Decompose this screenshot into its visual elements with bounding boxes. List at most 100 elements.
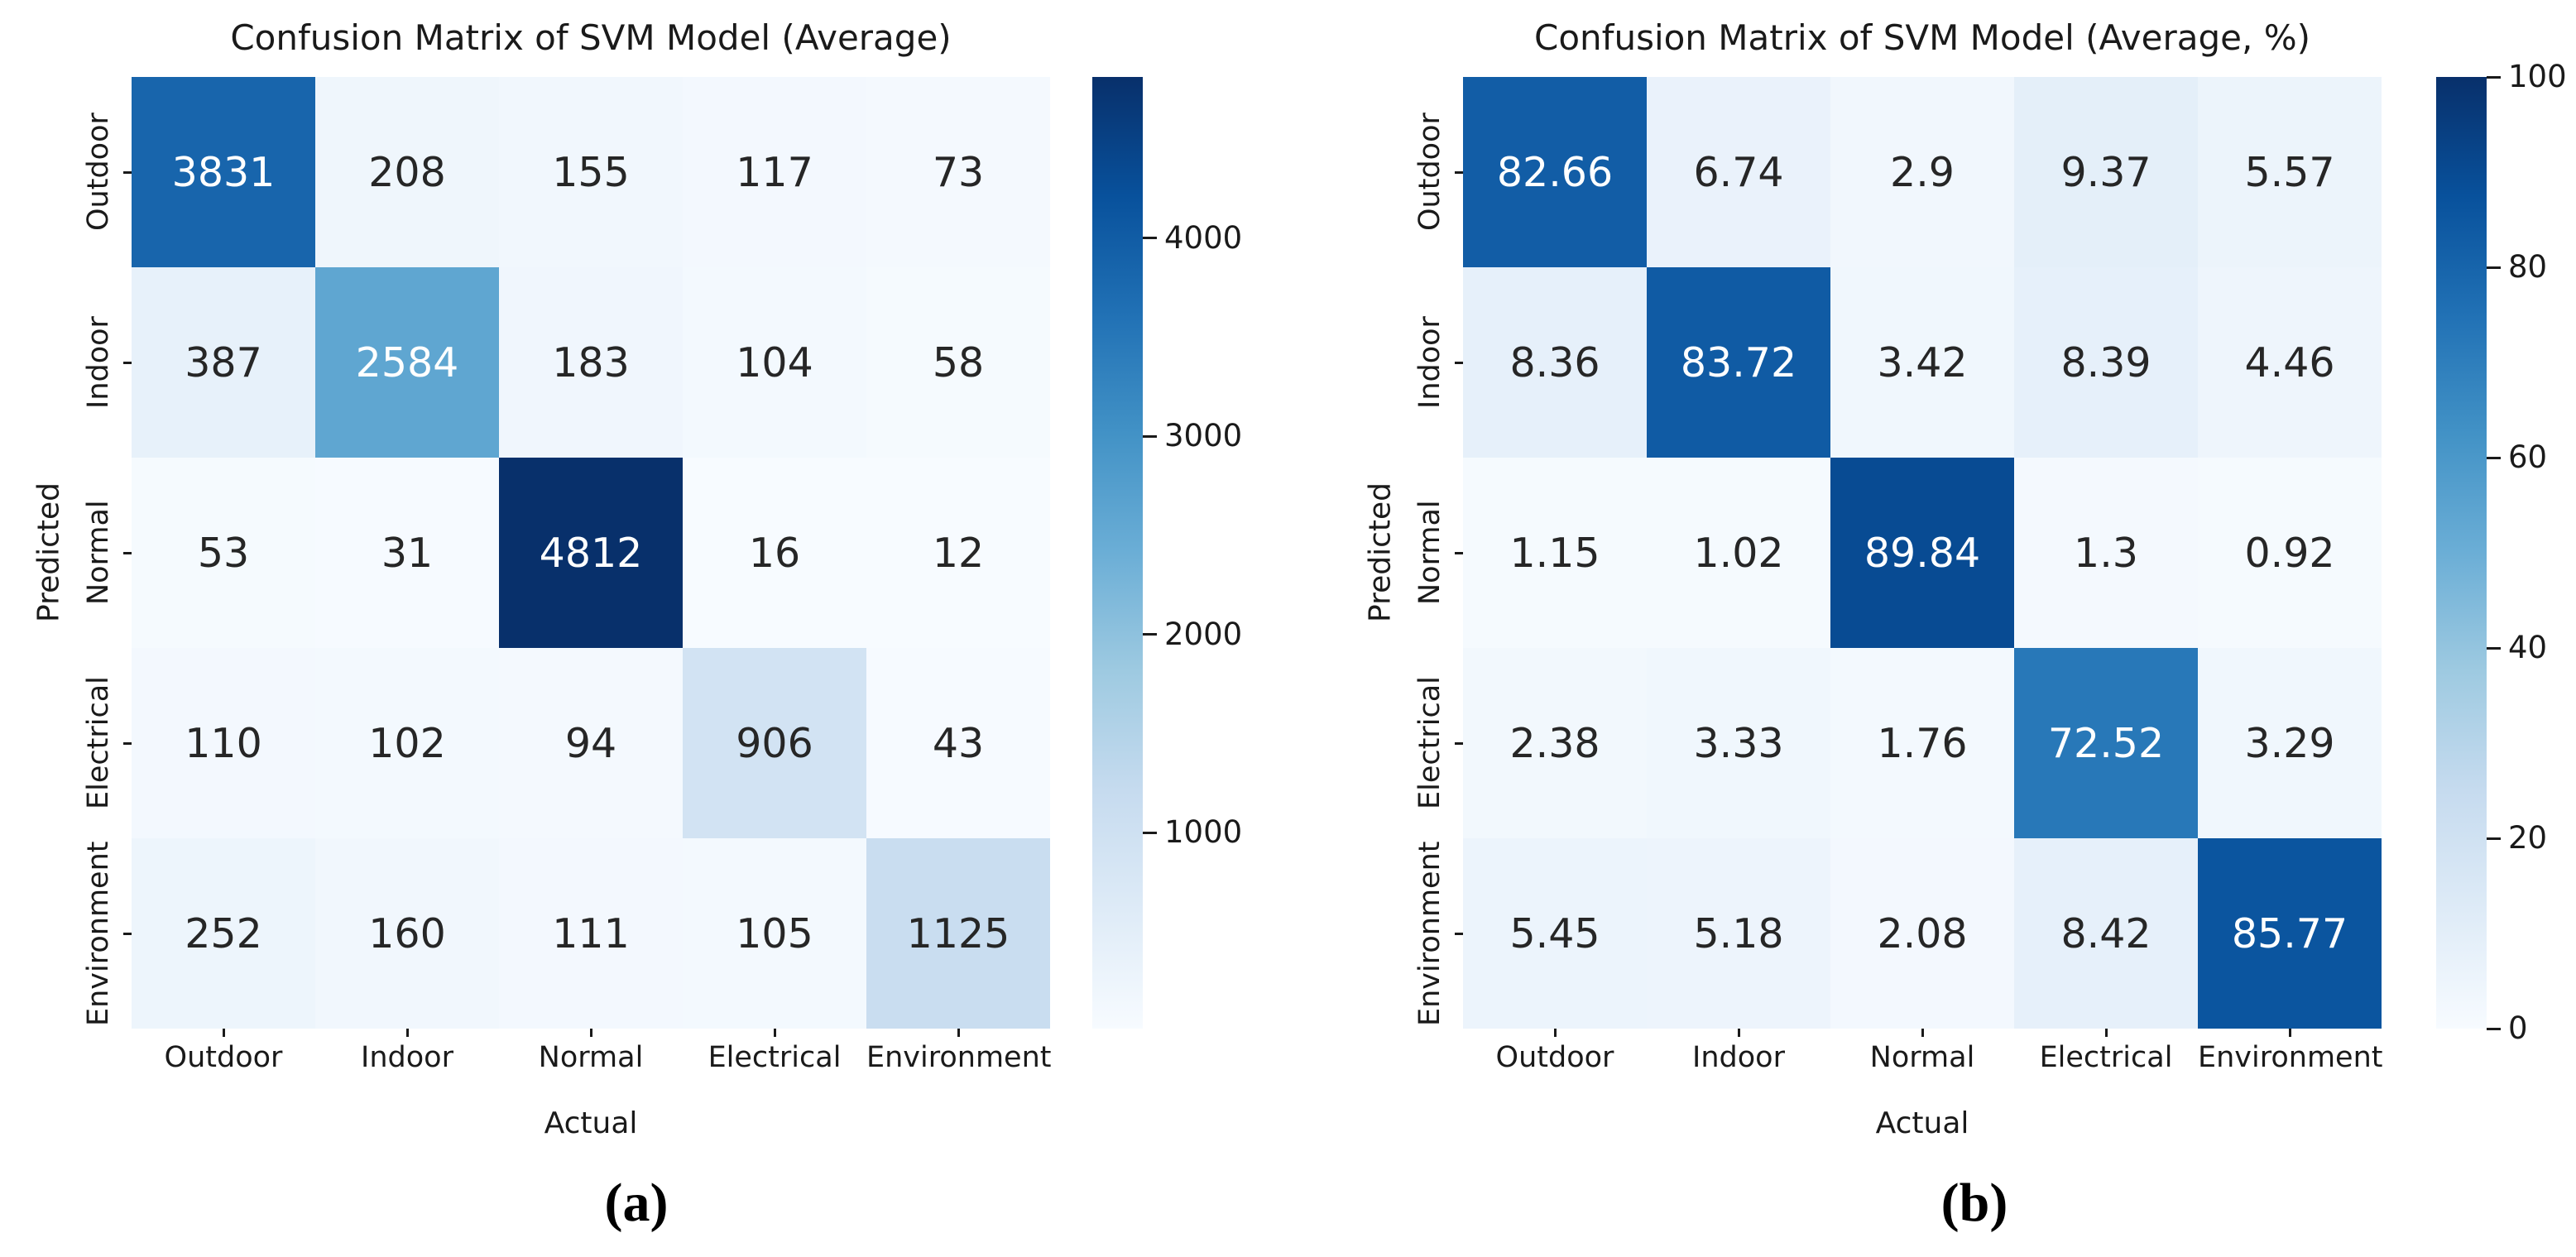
heatmap-cell: 8.42 xyxy=(2014,838,2198,1029)
heatmap-cell: 0.92 xyxy=(2198,458,2382,648)
x-tick-mark xyxy=(222,1029,225,1037)
heatmap-cell: 89.84 xyxy=(1830,458,2014,648)
y-tick-mark xyxy=(123,361,132,364)
colorbar-tick-label: 1000 xyxy=(1164,814,1243,851)
heatmap-cell: 1.02 xyxy=(1647,458,1830,648)
x-tick-mark xyxy=(1737,1029,1740,1037)
colorbar-tick-label: 40 xyxy=(2508,630,2548,665)
y-tick-mark xyxy=(1455,932,1463,935)
colorbar-tick-mark xyxy=(1143,237,1157,240)
panel-b-xlabel: Actual xyxy=(1875,1106,1969,1140)
heatmap-cell: 111 xyxy=(499,838,683,1029)
colorbar-tick-label: 3000 xyxy=(1164,418,1243,454)
heatmap-cell: 906 xyxy=(683,648,866,838)
heatmap-cell: 94 xyxy=(499,648,683,838)
heatmap-cell: 12 xyxy=(866,458,1050,648)
x-tick-mark xyxy=(405,1029,409,1037)
heatmap-cell: 2.9 xyxy=(1830,77,2014,267)
heatmap-cell: 208 xyxy=(315,77,499,267)
heatmap-cell: 3.42 xyxy=(1830,267,2014,458)
heatmap-cell: 2584 xyxy=(315,267,499,458)
x-tick-mark xyxy=(2104,1029,2108,1037)
col-tick-label: Environment xyxy=(2198,1041,2383,1074)
colorbar-tick-mark xyxy=(2487,456,2501,459)
heatmap-cell: 58 xyxy=(866,267,1050,458)
colorbar-tick-label: 100 xyxy=(2508,59,2567,94)
y-tick-mark xyxy=(1455,170,1463,174)
heatmap-cell: 53 xyxy=(132,458,315,648)
colorbar-tick-mark xyxy=(1143,434,1157,438)
heatmap-cell: 5.57 xyxy=(2198,77,2382,267)
row-tick-label: Environment xyxy=(1413,841,1446,1026)
x-tick-mark xyxy=(957,1029,960,1037)
heatmap-cell: 16 xyxy=(683,458,866,648)
panel-a-caption: (a) xyxy=(604,1173,669,1233)
heatmap-cell: 183 xyxy=(499,267,683,458)
y-tick-mark xyxy=(123,741,132,745)
heatmap-cell: 1.76 xyxy=(1830,648,2014,838)
col-tick-label: Electrical xyxy=(708,1041,842,1074)
row-tick-label: Electrical xyxy=(1413,676,1446,810)
colorbar-tick-label: 4000 xyxy=(1164,219,1243,256)
colorbar-tick-mark xyxy=(2487,646,2501,650)
heatmap-cell: 387 xyxy=(132,267,315,458)
y-tick-mark xyxy=(1455,551,1463,554)
colorbar-tick-mark xyxy=(2487,837,2501,840)
panel-b-ylabel: Predicted xyxy=(1363,482,1398,623)
heatmap-cell: 117 xyxy=(683,77,866,267)
heatmap-cell: 105 xyxy=(683,838,866,1029)
heatmap-cell: 1.15 xyxy=(1463,458,1647,648)
heatmap-cell: 1125 xyxy=(866,838,1050,1029)
heatmap-cell: 160 xyxy=(315,838,499,1029)
panel-a-title: Confusion Matrix of SVM Model (Average) xyxy=(230,17,952,58)
colorbar-tick-label: 20 xyxy=(2508,820,2548,856)
colorbar-tick-label: 80 xyxy=(2508,249,2548,285)
heatmap-cell: 1.3 xyxy=(2014,458,2198,648)
heatmap-cell: 110 xyxy=(132,648,315,838)
y-tick-mark xyxy=(123,932,132,935)
heatmap-cell: 102 xyxy=(315,648,499,838)
row-tick-label: Outdoor xyxy=(1413,113,1446,232)
heatmap-cell: 72.52 xyxy=(2014,648,2198,838)
x-tick-mark xyxy=(589,1029,592,1037)
panel-b-colorbar xyxy=(2436,77,2487,1029)
colorbar-tick-label: 2000 xyxy=(1164,616,1243,652)
heatmap-cell: 5.18 xyxy=(1647,838,1830,1029)
x-tick-mark xyxy=(773,1029,776,1037)
colorbar-tick-label: 0 xyxy=(2508,1010,2528,1046)
heatmap-cell: 31 xyxy=(315,458,499,648)
x-tick-mark xyxy=(2288,1029,2291,1037)
colorbar-tick-mark xyxy=(2487,266,2501,269)
x-tick-mark xyxy=(1921,1029,1924,1037)
col-tick-label: Indoor xyxy=(361,1041,453,1074)
heatmap-cell: 73 xyxy=(866,77,1050,267)
panel-b-caption: (b) xyxy=(1940,1173,2008,1233)
col-tick-label: Indoor xyxy=(1692,1041,1785,1074)
heatmap-cell: 4.46 xyxy=(2198,267,2382,458)
y-tick-mark xyxy=(123,551,132,554)
heatmap-cell: 3.33 xyxy=(1647,648,1830,838)
heatmap-cell: 82.66 xyxy=(1463,77,1647,267)
heatmap-cell: 3.29 xyxy=(2198,648,2382,838)
col-tick-label: Environment xyxy=(866,1041,1052,1074)
colorbar-tick-mark xyxy=(1143,633,1157,636)
colorbar-tick-mark xyxy=(2487,1027,2501,1030)
col-tick-label: Outdoor xyxy=(1495,1041,1614,1074)
colorbar-tick-label: 60 xyxy=(2508,439,2548,475)
heatmap-cell: 2.08 xyxy=(1830,838,2014,1029)
heatmap-cell: 252 xyxy=(132,838,315,1029)
col-tick-label: Normal xyxy=(1869,1041,1975,1074)
heatmap-cell: 8.36 xyxy=(1463,267,1647,458)
heatmap-cell: 104 xyxy=(683,267,866,458)
heatmap-cell: 3831 xyxy=(132,77,315,267)
col-tick-label: Electrical xyxy=(2039,1041,2173,1074)
col-tick-label: Outdoor xyxy=(164,1041,283,1074)
heatmap-cell: 83.72 xyxy=(1647,267,1830,458)
panel-a-colorbar xyxy=(1092,77,1143,1029)
heatmap-cell: 43 xyxy=(866,648,1050,838)
heatmap-cell: 5.45 xyxy=(1463,838,1647,1029)
panel-b-title: Confusion Matrix of SVM Model (Average, … xyxy=(1534,17,2310,58)
colorbar-tick-mark xyxy=(2487,75,2501,79)
